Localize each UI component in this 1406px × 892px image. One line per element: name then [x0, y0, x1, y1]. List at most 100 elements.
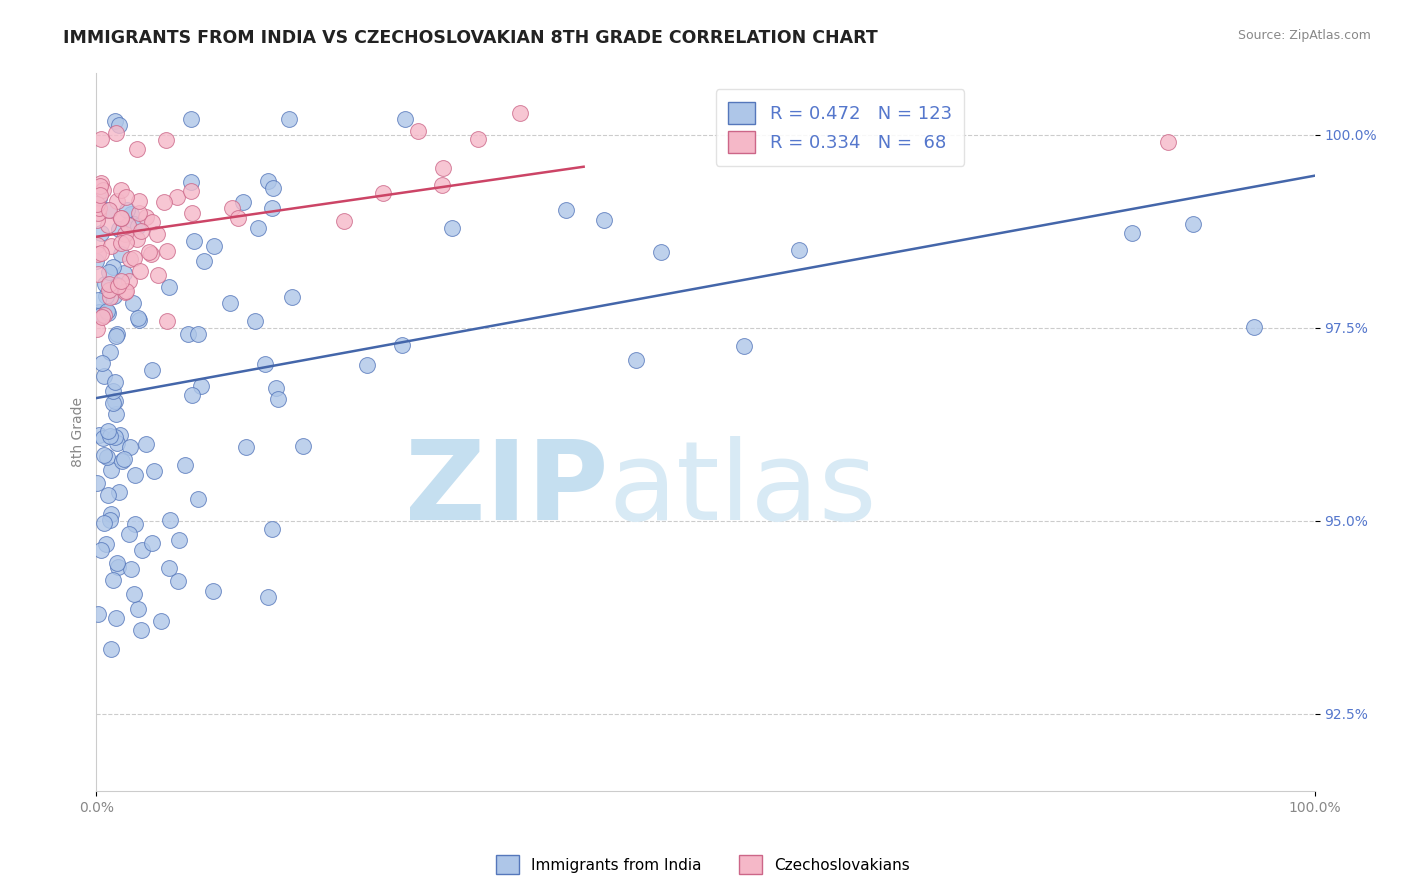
Point — [111, 454, 134, 468]
Point — [219, 296, 242, 310]
Y-axis label: 8th Grade: 8th Grade — [72, 397, 86, 467]
Point — [650, 245, 672, 260]
Point — [509, 106, 531, 120]
Point — [98, 344, 121, 359]
Point — [86, 475, 108, 490]
Point — [221, 201, 243, 215]
Point — [104, 394, 127, 409]
Point — [432, 161, 454, 175]
Point — [176, 326, 198, 341]
Point — [150, 615, 173, 629]
Point — [97, 305, 120, 319]
Point — [96, 304, 118, 318]
Point — [90, 176, 112, 190]
Point — [98, 265, 121, 279]
Point — [193, 253, 215, 268]
Point — [122, 251, 145, 265]
Point — [110, 211, 132, 226]
Point — [117, 218, 139, 232]
Point — [278, 112, 301, 127]
Point — [245, 314, 267, 328]
Point — [104, 113, 127, 128]
Point — [127, 232, 149, 246]
Point — [89, 179, 111, 194]
Point — [131, 542, 153, 557]
Text: atlas: atlas — [607, 436, 876, 543]
Point — [105, 326, 128, 341]
Point — [112, 451, 135, 466]
Point — [146, 268, 169, 282]
Point — [97, 202, 120, 217]
Point — [87, 293, 110, 307]
Point — [122, 217, 145, 231]
Point — [128, 205, 150, 219]
Point — [105, 194, 128, 208]
Point — [93, 516, 115, 530]
Point — [129, 224, 152, 238]
Point — [624, 353, 647, 368]
Point — [110, 183, 132, 197]
Point — [128, 313, 150, 327]
Point — [430, 178, 453, 193]
Point — [93, 277, 115, 291]
Point — [90, 542, 112, 557]
Point — [262, 181, 284, 195]
Point — [87, 247, 110, 261]
Point — [135, 210, 157, 224]
Point — [101, 573, 124, 587]
Point — [108, 118, 131, 132]
Point — [100, 642, 122, 657]
Point — [441, 220, 464, 235]
Point — [108, 221, 131, 235]
Point — [86, 238, 108, 252]
Point — [100, 239, 122, 253]
Point — [97, 218, 120, 232]
Point — [159, 512, 181, 526]
Point — [114, 227, 136, 241]
Point — [226, 211, 249, 225]
Point — [98, 290, 121, 304]
Legend: Immigrants from India, Czechoslovakians: Immigrants from India, Czechoslovakians — [489, 849, 917, 880]
Point — [86, 253, 108, 268]
Point — [183, 235, 205, 249]
Point — [118, 252, 141, 266]
Point — [112, 266, 135, 280]
Point — [101, 396, 124, 410]
Point — [97, 488, 120, 502]
Point — [97, 202, 120, 217]
Text: Source: ZipAtlas.com: Source: ZipAtlas.com — [1237, 29, 1371, 42]
Point — [167, 574, 190, 589]
Point — [733, 339, 755, 353]
Point — [187, 326, 209, 341]
Point — [87, 206, 110, 220]
Point — [105, 278, 128, 293]
Point — [406, 124, 429, 138]
Point — [101, 384, 124, 398]
Point — [104, 375, 127, 389]
Point — [87, 304, 110, 318]
Point — [115, 235, 138, 249]
Point — [114, 190, 136, 204]
Point — [118, 274, 141, 288]
Point — [166, 190, 188, 204]
Point — [146, 227, 169, 241]
Point — [90, 132, 112, 146]
Point — [100, 463, 122, 477]
Point — [157, 561, 180, 575]
Point — [87, 267, 110, 281]
Point — [1121, 226, 1143, 240]
Point — [262, 201, 284, 215]
Point — [156, 244, 179, 258]
Point — [371, 186, 394, 200]
Point — [107, 436, 129, 450]
Point — [87, 427, 110, 442]
Point — [180, 206, 202, 220]
Point — [110, 235, 132, 250]
Point — [91, 183, 114, 197]
Point — [96, 289, 118, 303]
Point — [118, 527, 141, 541]
Point — [105, 611, 128, 625]
Point — [118, 440, 141, 454]
Point — [110, 211, 132, 226]
Point — [110, 247, 132, 261]
